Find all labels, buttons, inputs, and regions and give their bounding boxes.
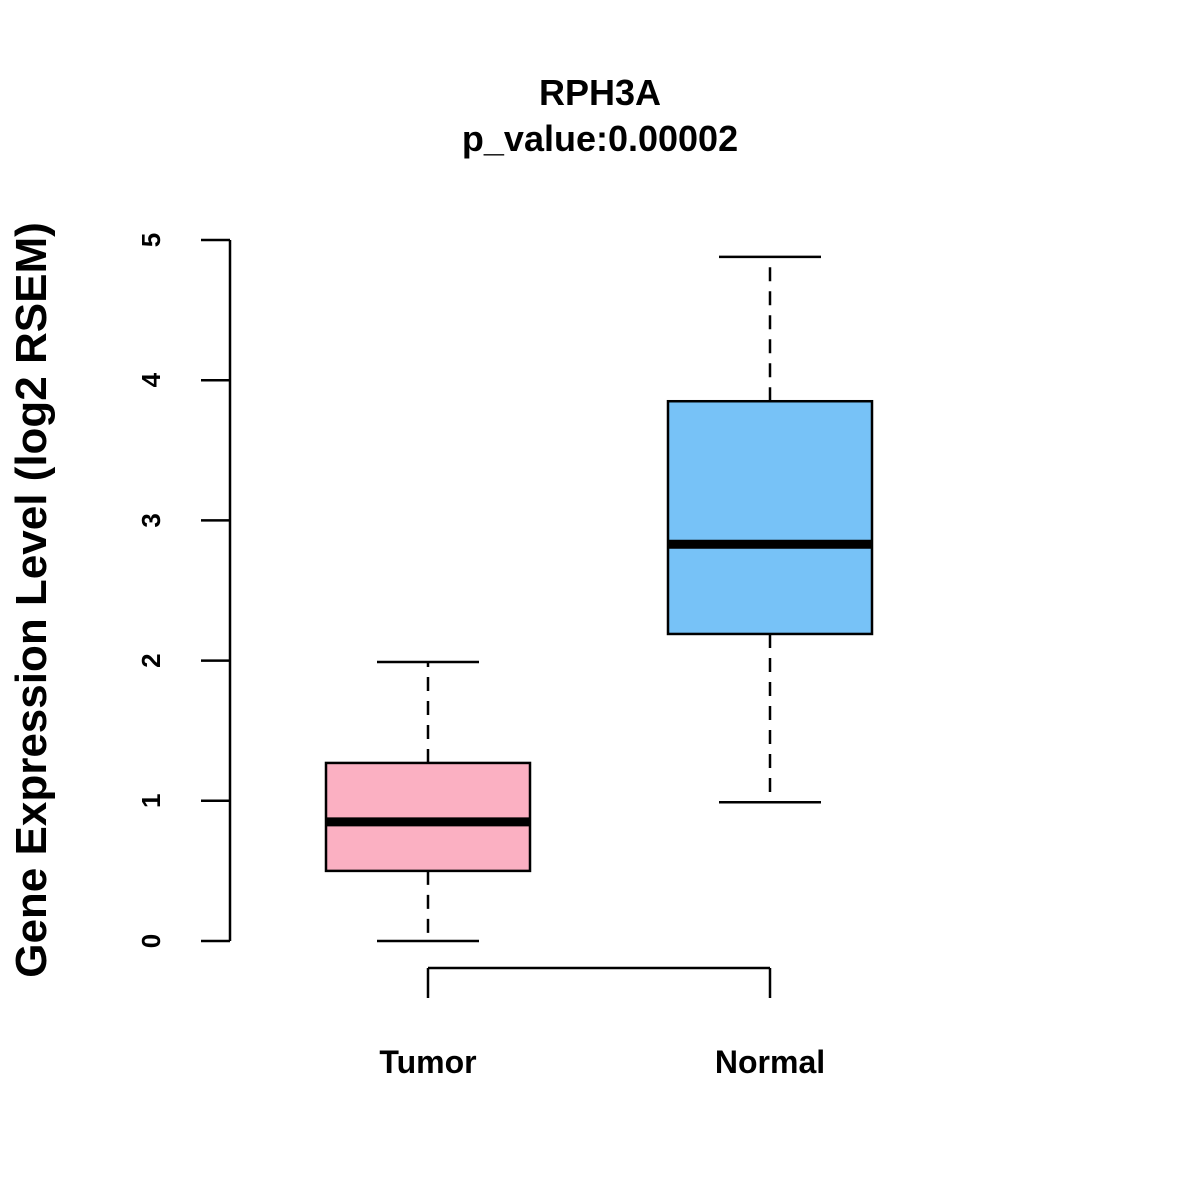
x-tick-label: Normal	[715, 1044, 825, 1080]
y-tick-label: 0	[136, 934, 166, 948]
box-tumor	[324, 660, 532, 943]
chart-subtitle: p_value:0.00002	[462, 118, 738, 159]
y-axis: 0 1 2 3 4 5	[136, 233, 232, 948]
iqr-box	[324, 761, 532, 873]
chart-title: RPH3A	[539, 72, 661, 113]
y-tick-label: 1	[136, 794, 166, 808]
box-normal	[666, 255, 874, 804]
y-tick-label: 2	[136, 653, 166, 667]
y-tick-label: 4	[136, 372, 166, 387]
x-axis: Tumor Normal	[379, 966, 825, 1080]
x-tick-label: Tumor	[379, 1044, 476, 1080]
y-tick-label: 3	[136, 513, 166, 527]
box-series	[324, 255, 874, 943]
y-axis-label: Gene Expression Level (log2 RSEM)	[7, 222, 56, 978]
iqr-box	[666, 399, 874, 636]
y-tick-label: 5	[136, 233, 166, 247]
